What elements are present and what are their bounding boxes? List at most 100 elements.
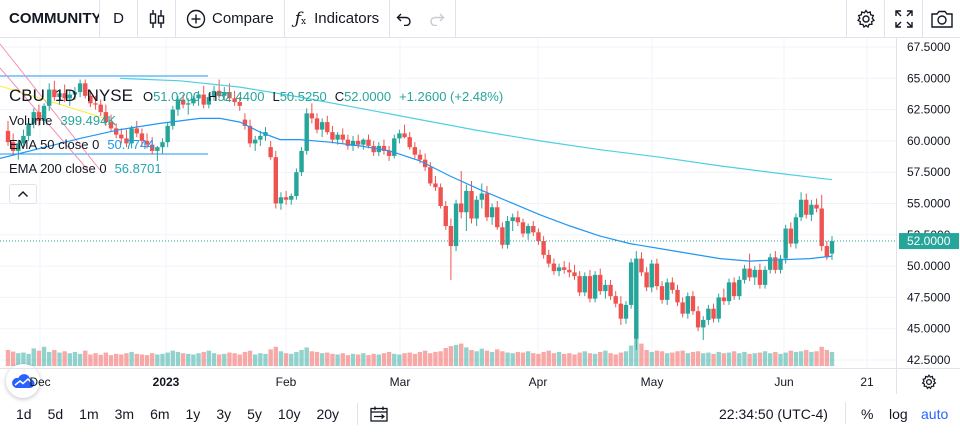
legend-volume[interactable]: Volume 399.494K (9, 108, 511, 132)
volume-bar (768, 353, 773, 366)
percent-toggle[interactable]: % (861, 406, 874, 422)
volume-bar (139, 354, 145, 366)
volume-bar (206, 350, 212, 366)
settings-button[interactable] (846, 0, 884, 38)
volume-bar (479, 348, 484, 366)
time-axis[interactable]: Dec 2023 Feb Mar Apr May Jun 21 (0, 368, 896, 394)
volume-bar (10, 351, 16, 366)
candle-body (314, 118, 320, 130)
candle-body (706, 308, 711, 320)
range-button-3y[interactable]: 3y (216, 405, 232, 422)
range-button-1d[interactable]: 1d (16, 405, 32, 422)
candle-body (283, 197, 289, 200)
undo-button[interactable] (390, 0, 418, 38)
range-button-1m[interactable]: 1m (79, 405, 99, 422)
chart-style-button[interactable] (138, 0, 176, 38)
legend-ema200[interactable]: EMA 200 close 0 56.8701 (9, 156, 511, 180)
range-button-20y[interactable]: 20y (316, 405, 340, 422)
candle-body (757, 269, 763, 285)
volume-bar (16, 353, 21, 366)
legend-ema50[interactable]: EMA 50 close 0 50.7744 (9, 132, 511, 156)
volume-bar (72, 351, 78, 366)
volume-bar (541, 351, 546, 366)
clock-timezone[interactable]: 22:34:50 (UTC-4) (719, 406, 828, 422)
range-button-5d[interactable]: 5d (47, 405, 64, 422)
volume-bar (824, 350, 830, 366)
candle-body (26, 123, 31, 136)
volume-bar (253, 354, 258, 366)
interval-label: D (113, 10, 124, 27)
indicators-button[interactable]: ƒx Indicators (285, 0, 391, 38)
volume-name: Volume (9, 112, 53, 128)
ema200-name: EMA 200 close 0 (9, 160, 107, 176)
candle-body (773, 257, 778, 270)
compare-button[interactable]: Compare (176, 0, 285, 38)
volume-bar (500, 351, 505, 366)
candle-body (191, 98, 196, 104)
volume-bar (474, 351, 479, 366)
legend-collapse-button[interactable] (9, 184, 37, 204)
candle-body (433, 183, 438, 188)
volume-bar (170, 350, 175, 366)
candle-body (108, 122, 114, 129)
volume-bar (52, 350, 57, 366)
volume-bar (773, 351, 778, 366)
candle-body (62, 93, 67, 99)
range-button-5y[interactable]: 5y (247, 405, 262, 422)
chart-pane[interactable]: CBU 1D NYSE O51.0200 H52.4400 L50.5250 C… (0, 38, 896, 398)
volume-bar (654, 350, 660, 366)
price-axis[interactable]: 67.5000 65.0000 62.5000 60.0000 57.5000 55.00… (896, 38, 960, 368)
volume-bar (675, 351, 680, 366)
candle-body (36, 112, 42, 121)
range-button-10y[interactable]: 10y (277, 405, 301, 422)
range-button-3m[interactable]: 3m (114, 405, 135, 422)
volume-bar (108, 355, 114, 366)
ema50-line (0, 117, 833, 262)
candle-body (752, 269, 757, 278)
volume-bar (129, 351, 134, 366)
legend-main-series[interactable]: CBU 1D NYSE O51.0200 H52.4400 L50.5250 C… (9, 84, 511, 108)
volume-bar (721, 353, 727, 366)
volume-bar (57, 352, 62, 366)
candle-body (829, 241, 835, 254)
auto-toggle[interactable]: auto (921, 406, 949, 422)
candle-body (222, 92, 227, 96)
candle-body (634, 258, 639, 339)
interval-button[interactable]: D (100, 0, 138, 38)
axis-settings-button[interactable] (896, 368, 960, 394)
volume-bar (340, 353, 345, 366)
volume-bar (237, 354, 242, 366)
symbol-search-button[interactable]: COMMUNITY (0, 0, 100, 38)
candle-body (155, 147, 160, 151)
volume-bar (191, 354, 196, 366)
redo-button[interactable] (418, 0, 457, 38)
volume-bar (124, 353, 129, 366)
time-tick-label: Feb (276, 375, 297, 389)
price-chart[interactable] (0, 38, 896, 368)
range-button-1y[interactable]: 1y (185, 405, 201, 422)
volume-bar (489, 351, 495, 366)
volume-bar (495, 349, 500, 366)
fullscreen-button[interactable] (884, 0, 922, 38)
date-range-button[interactable] (370, 406, 388, 422)
volume-bar (356, 354, 361, 366)
tradingview-logo-button[interactable] (6, 364, 40, 398)
legend-low: L50.5250 (272, 88, 327, 104)
candle-body (577, 276, 582, 293)
candle-body (31, 112, 36, 124)
candle-body (582, 276, 587, 293)
log-toggle[interactable]: log (889, 406, 908, 422)
candle-body (731, 282, 737, 297)
volume-bar (484, 350, 490, 366)
snapshot-button[interactable] (922, 0, 960, 38)
candle-body (273, 157, 278, 204)
volume-bar (608, 353, 613, 366)
volume-bar (242, 351, 248, 366)
volume-bar (150, 353, 155, 366)
candle-body (572, 272, 577, 277)
volume-bar (592, 353, 598, 366)
range-button-6m[interactable]: 6m (150, 405, 170, 422)
candle-body (124, 138, 129, 144)
candle-body (253, 139, 258, 144)
volume-bar (361, 353, 366, 366)
